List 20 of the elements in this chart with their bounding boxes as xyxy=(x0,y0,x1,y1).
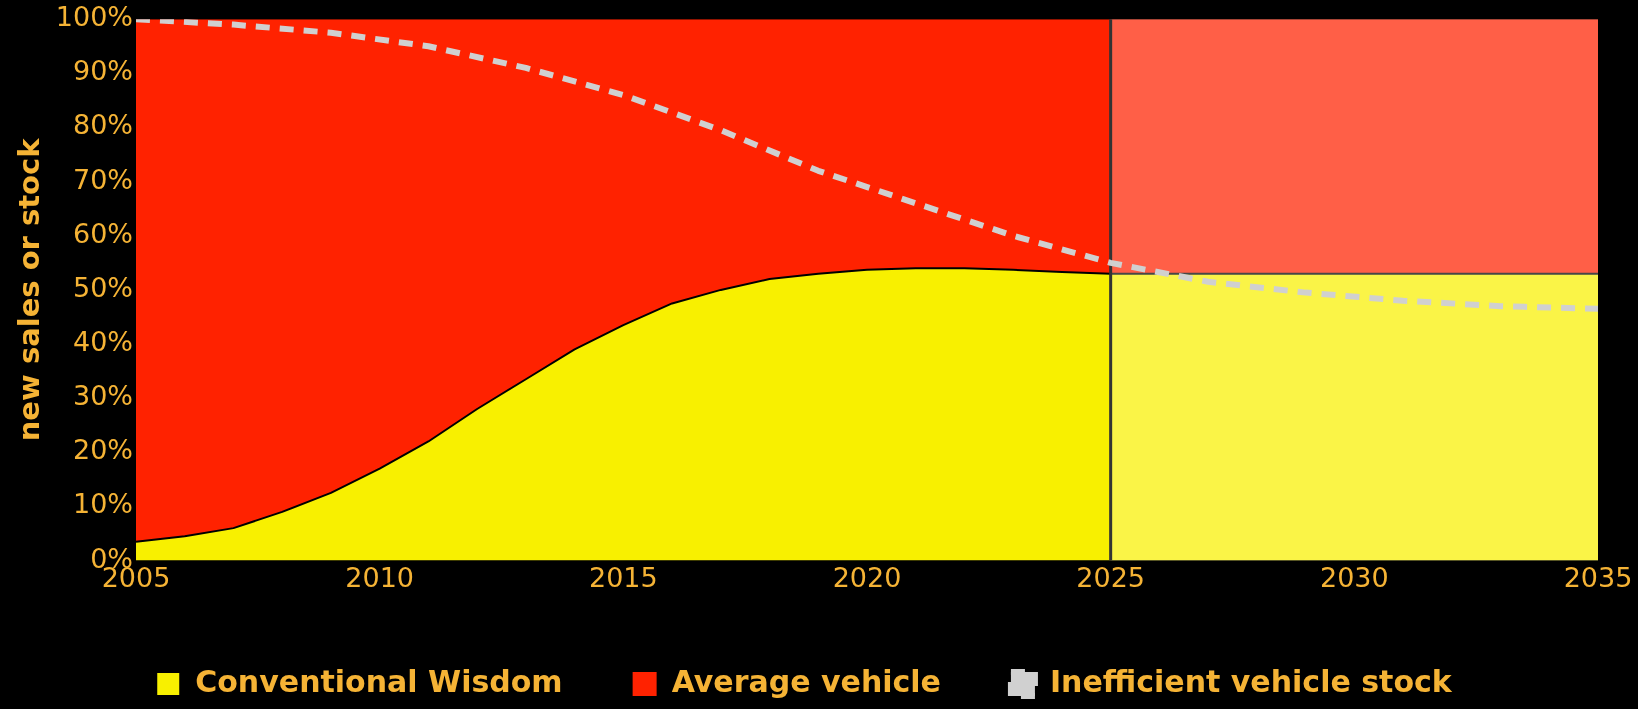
x-tick-label: 2010 xyxy=(345,561,415,593)
legend-label: Inefficient vehicle stock xyxy=(1049,663,1453,699)
y-tick-label: 10% xyxy=(72,488,133,520)
x-tick-label: 2020 xyxy=(832,561,902,593)
x-tick-label: 2030 xyxy=(1319,561,1389,593)
y-axis-title: new sales or stock xyxy=(11,137,46,442)
y-tick-label: 100% xyxy=(55,1,133,33)
x-tick-label: 2015 xyxy=(588,561,658,593)
x-tick-label: 2035 xyxy=(1563,561,1633,593)
legend-label: Conventional Wisdom xyxy=(195,663,563,699)
x-tick-label: 2025 xyxy=(1076,561,1146,593)
legend-label: Average vehicle xyxy=(671,663,941,699)
y-tick-label: 20% xyxy=(72,434,133,466)
y-tick-label: 50% xyxy=(72,271,133,303)
y-tick-label: 30% xyxy=(72,380,133,412)
y-tick-label: 40% xyxy=(72,326,133,358)
y-tick-label: 90% xyxy=(72,55,133,87)
y-tick-label: 60% xyxy=(72,217,133,249)
y-tick-label: 80% xyxy=(72,109,133,141)
y-tick-label: 70% xyxy=(72,163,133,195)
